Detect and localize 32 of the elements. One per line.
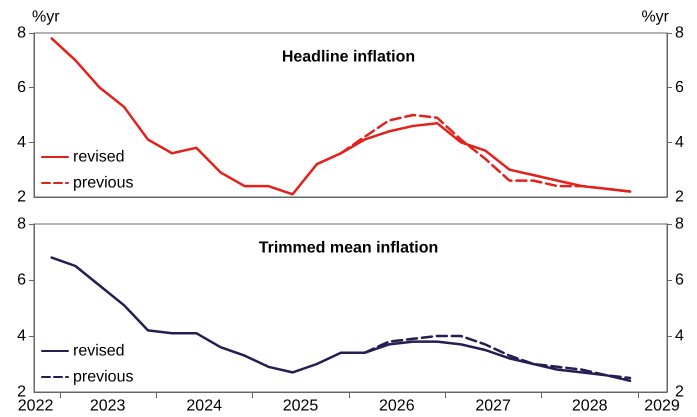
y2-axis-title: %yr (641, 8, 670, 26)
legend-label: previous (73, 368, 134, 386)
text: Trimmed mean inflation (258, 240, 438, 256)
y2-tick-label: 6 (675, 79, 684, 96)
x-tick-label: 2023 (90, 398, 126, 414)
y-tick-label: 8 (17, 216, 26, 232)
y-axis-title: %yr (32, 8, 60, 26)
legend-label: revised (73, 342, 125, 360)
x-tick-label: 2022 (18, 398, 54, 414)
x-tick-label: 2027 (475, 398, 512, 414)
y2-tick-label: 2 (675, 188, 684, 206)
y2-tick-label: 8 (675, 216, 684, 232)
x-tick-label: 2024 (186, 398, 222, 414)
legend-label: previous (73, 174, 134, 192)
legend-label: revised (73, 148, 125, 166)
y-tick-label: 4 (17, 134, 26, 151)
y2-tick-label: 8 (675, 24, 684, 42)
y-tick-label: 6 (17, 79, 26, 96)
y2-tick-label: 2 (675, 384, 684, 400)
y-tick-label: 6 (17, 272, 26, 288)
x-tick-label: 2028 (572, 398, 608, 414)
y-tick-label: 2 (17, 384, 26, 400)
x-tick-label: 2026 (379, 398, 415, 414)
y-tick-label: 8 (17, 24, 26, 42)
x-tick-label: 2025 (282, 398, 318, 414)
text: Headline inflation (282, 48, 416, 66)
y2-tick-label: 4 (675, 134, 684, 151)
y2-tick-label: 6 (675, 272, 684, 288)
x-tick-label: 2029 (644, 398, 680, 414)
y-tick-label: 2 (17, 188, 26, 206)
y2-tick-label: 4 (675, 328, 684, 344)
y-tick-label: 4 (17, 328, 26, 344)
